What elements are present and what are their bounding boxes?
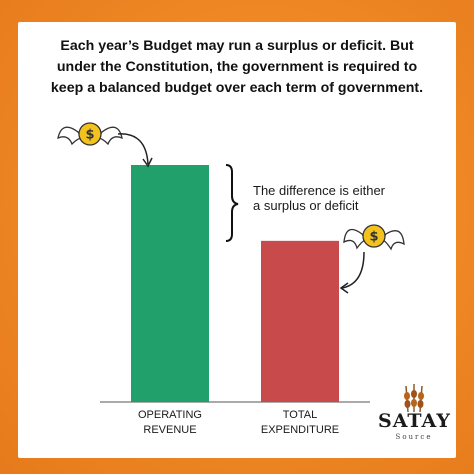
arrow-to-expenditure	[341, 251, 365, 289]
curly-brace-icon	[225, 164, 239, 242]
arrowhead	[142, 157, 153, 168]
x-tick-label: TOTAL EXPENDITURE	[260, 409, 340, 436]
arrow-to-revenue	[117, 133, 149, 165]
difference-annotation: The difference is either a surplus or de…	[253, 183, 385, 213]
arrowhead	[339, 282, 349, 294]
x-tick-label: OPERATING REVENUE	[138, 409, 202, 436]
svg-text:$: $	[369, 230, 378, 245]
svg-text:$: $	[85, 128, 94, 143]
flying-dollar-coin-icon: $	[57, 122, 123, 146]
content-card: Each year’s Budget may run a surplus or …	[18, 22, 456, 458]
bar-total-expenditure	[261, 240, 339, 402]
logo-wordmark: SATAY	[378, 410, 451, 432]
logo-subtitle: Source	[395, 433, 433, 441]
satay-source-logo: SATAY Source	[378, 382, 450, 452]
bar-operating-revenue	[131, 165, 209, 402]
bar-chart: $ $	[57, 122, 405, 403]
flying-dollar-coin-icon: $	[343, 224, 405, 251]
satay-skewer-icon	[404, 384, 424, 413]
headline: Each year’s Budget may run a surplus or …	[50, 38, 424, 96]
